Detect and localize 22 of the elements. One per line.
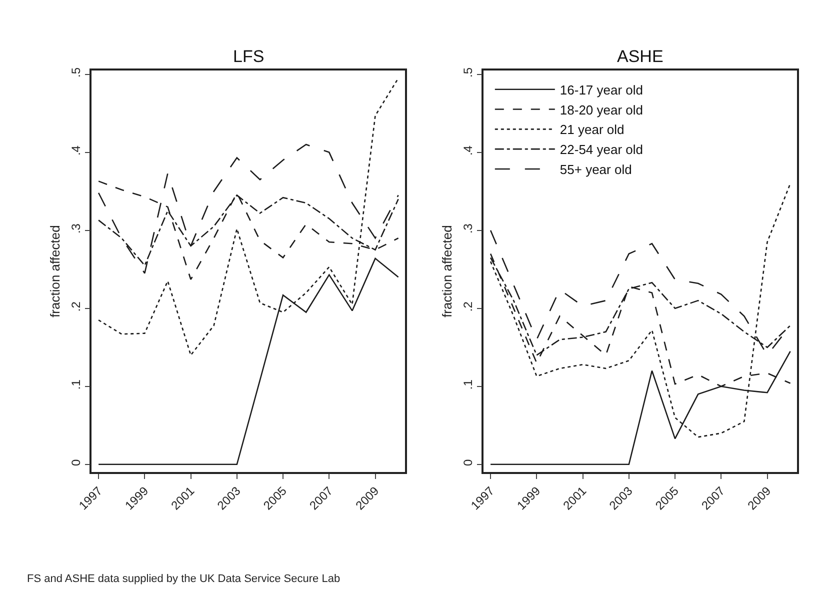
y-tick-label: .4 xyxy=(69,145,84,156)
y-tick-label: .5 xyxy=(461,67,476,78)
legend-label: 22-54 year old xyxy=(560,142,644,158)
text: FS and ASHE data supplied by the UK Data Service Secure Lab xyxy=(27,573,340,585)
y-tick-label: 0 xyxy=(69,458,84,466)
legend-label: 18-20 year old xyxy=(560,102,644,118)
y-tick-label: .2 xyxy=(69,301,84,312)
y-tick-label: .5 xyxy=(69,67,84,78)
y-tick-label: .3 xyxy=(69,223,84,234)
y-tick-label: .3 xyxy=(461,223,476,234)
y-axis-title: fraction affected xyxy=(48,225,63,318)
chart-title: LFS xyxy=(233,47,264,66)
legend-label: 55+ year old xyxy=(560,162,632,178)
y-tick-label: .1 xyxy=(461,379,476,390)
legend-label: 21 year old xyxy=(560,122,624,138)
chart-title: ASHE xyxy=(617,47,664,66)
legend-label: 16-17 year old xyxy=(560,82,644,98)
y-tick-label: .1 xyxy=(69,379,84,390)
y-tick-label: .4 xyxy=(461,145,476,156)
y-axis-title: fraction affected xyxy=(440,225,455,318)
y-tick-label: 0 xyxy=(461,458,476,466)
y-tick-label: .2 xyxy=(461,301,476,312)
